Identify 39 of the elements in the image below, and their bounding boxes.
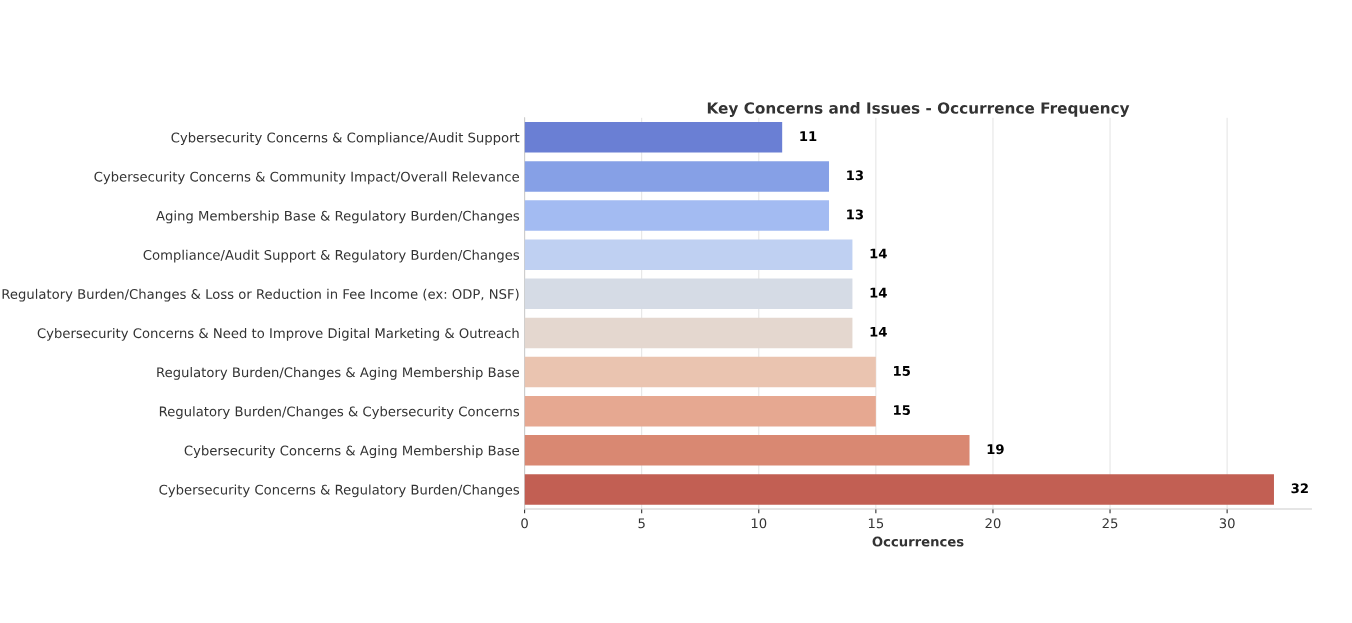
y-tick-label: Compliance/Audit Support & Regulatory Burden/Changes xyxy=(143,249,520,263)
bar xyxy=(524,435,970,466)
data-label: 19 xyxy=(987,444,1004,455)
x-tick-label: 5 xyxy=(638,518,645,529)
y-tick-label: Regulatory Burden/Changes & Loss or Reduction in Fee Income (ex: ODP, NSF) xyxy=(2,288,519,302)
x-tick-label: 15 xyxy=(868,518,884,529)
y-tick-label: Cybersecurity Concerns & Compliance/Audit Support xyxy=(171,132,520,146)
data-label: 14 xyxy=(870,287,887,298)
y-tick-label: Regulatory Burden/Changes & Cybersecurity Concerns xyxy=(159,406,520,419)
data-label: 14 xyxy=(870,326,887,337)
data-label: 32 xyxy=(1291,483,1308,494)
bar xyxy=(524,239,853,270)
data-label: 11 xyxy=(800,131,817,141)
chart-title: Key Concerns and Issues - Occurrence Frequency xyxy=(707,101,1130,117)
data-label: 13 xyxy=(847,170,863,181)
bar xyxy=(524,122,783,153)
y-tick-label: Cybersecurity Concerns & Regulatory Burden/Changes xyxy=(159,484,520,498)
x-tick-label: 10 xyxy=(751,518,767,529)
x-tick-label: 0 xyxy=(521,518,528,529)
data-label: 15 xyxy=(894,405,910,416)
bar xyxy=(524,200,830,231)
bar xyxy=(524,356,876,388)
bar xyxy=(524,278,853,310)
y-tick-label: Cybersecurity Concerns & Need to Improve Digital Marketing & Outreach xyxy=(37,327,519,341)
x-axis-title: Occurrences xyxy=(872,536,964,547)
y-tick-label: Cybersecurity Concerns & Community Impact/Overall Relevance xyxy=(94,171,520,185)
data-label: 14 xyxy=(870,248,887,259)
y-tick-label: Regulatory Burden/Changes & Aging Membership Base xyxy=(157,367,520,380)
data-label: 13 xyxy=(847,209,863,220)
x-tick-label: 25 xyxy=(1102,518,1118,529)
x-tick-label: 30 xyxy=(1219,518,1235,529)
x-tick-label: 20 xyxy=(985,518,1001,529)
y-tick-label: Aging Membership Base & Regulatory Burden/Changes xyxy=(156,210,520,224)
data-label: 15 xyxy=(894,366,910,376)
bar xyxy=(524,395,876,427)
bar xyxy=(524,317,853,349)
y-tick-label: Cybersecurity Concerns & Aging Membership Base xyxy=(184,445,520,459)
bar xyxy=(524,161,830,192)
bar xyxy=(524,474,1274,505)
